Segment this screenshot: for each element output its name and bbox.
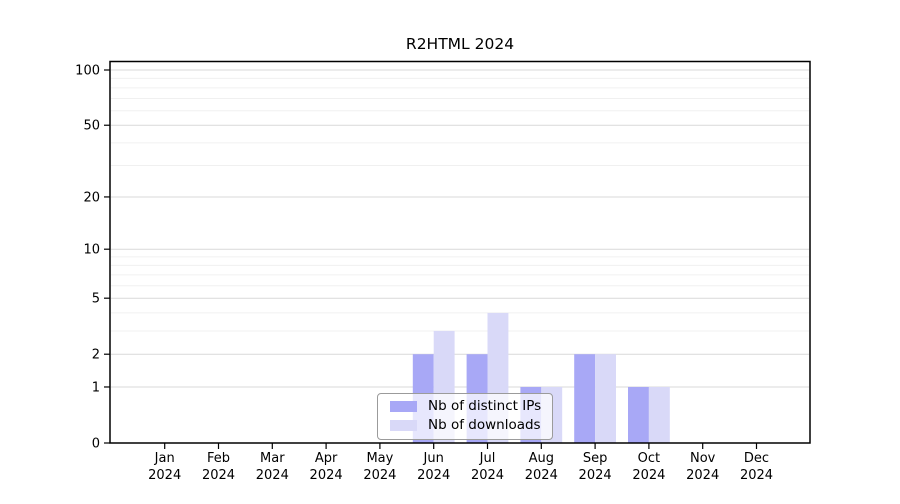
- x-tick-label-month: Apr: [315, 451, 338, 466]
- legend-label-distinct-ips: Nb of distinct IPs: [428, 398, 542, 414]
- y-tick-label: 0: [92, 437, 100, 452]
- y-tick-label: 50: [83, 119, 100, 134]
- x-tick-label-month: Oct: [638, 451, 660, 466]
- y-tick-label: 10: [83, 243, 100, 258]
- x-tick-label-year: 2024: [471, 468, 504, 483]
- x-tick-label-month: Jul: [479, 451, 496, 466]
- x-tick-label-month: Aug: [529, 451, 554, 466]
- legend: Nb of distinct IPs Nb of downloads: [377, 393, 553, 440]
- x-tick-label-year: 2024: [417, 468, 450, 483]
- legend-item-downloads: Nb of downloads: [390, 418, 542, 433]
- x-tick-label-year: 2024: [686, 468, 719, 483]
- x-tick-label-month: May: [366, 451, 393, 466]
- bar-distinct-ips-oct: [628, 386, 649, 443]
- x-tick-label-month: Jan: [154, 451, 175, 466]
- plot-frame: [109, 60, 811, 444]
- x-tick-label-month: Mar: [260, 451, 285, 466]
- y-tick-label: 20: [83, 190, 100, 205]
- x-tick-label-year: 2024: [363, 468, 396, 483]
- x-tick-label-year: 2024: [525, 468, 558, 483]
- x-tick-label-month: Jun: [423, 451, 444, 466]
- legend-swatch-distinct-ips: [390, 401, 417, 412]
- x-tick-label-year: 2024: [148, 468, 181, 483]
- legend-item-distinct-ips: Nb of distinct IPs: [390, 399, 542, 414]
- x-tick-label-year: 2024: [740, 468, 773, 483]
- x-tick-label-month: Nov: [690, 451, 716, 466]
- x-tick-label-month: Sep: [583, 451, 608, 466]
- x-tick-label-year: 2024: [256, 468, 289, 483]
- x-tick-label-month: Feb: [207, 451, 230, 466]
- x-tick-label-year: 2024: [310, 468, 343, 483]
- legend-label-downloads: Nb of downloads: [428, 417, 541, 433]
- bar-distinct-ips-sep: [574, 354, 596, 443]
- chart-title: R2HTML 2024: [405, 35, 515, 53]
- x-tick-label-month: Dec: [744, 451, 769, 466]
- x-tick-label-year: 2024: [202, 468, 235, 483]
- x-tick-label-year: 2024: [632, 468, 665, 483]
- y-tick-label: 100: [75, 64, 100, 79]
- bar-downloads-oct: [648, 386, 670, 443]
- x-tick-label-year: 2024: [579, 468, 612, 483]
- y-tick-label: 2: [92, 348, 100, 363]
- y-tick-label: 5: [92, 292, 100, 307]
- legend-swatch-downloads: [390, 420, 417, 431]
- y-tick-label: 1: [92, 380, 100, 395]
- bar-downloads-sep: [595, 354, 616, 443]
